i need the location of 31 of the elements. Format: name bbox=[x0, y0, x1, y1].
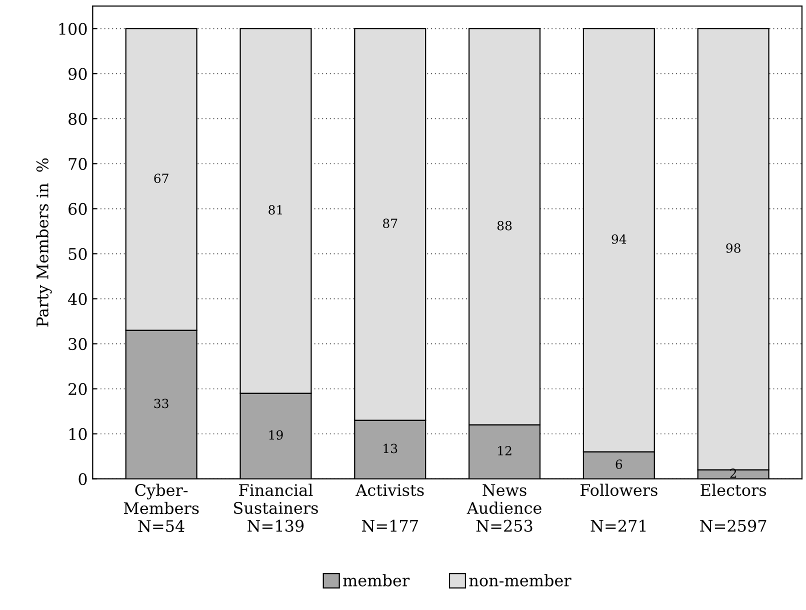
category-label: Followers N=271 bbox=[580, 484, 658, 532]
data-label: 33 bbox=[154, 398, 168, 408]
data-label: 12 bbox=[498, 446, 512, 456]
data-label: 19 bbox=[269, 430, 283, 440]
y-tick-label: 90 bbox=[68, 68, 87, 80]
y-tick-label: 0 bbox=[78, 473, 87, 486]
y-tick-label: 80 bbox=[68, 112, 87, 125]
data-label: 98 bbox=[726, 243, 740, 253]
y-tick-label: 40 bbox=[68, 292, 87, 306]
x-tick-label: Financial Sustainers N=139 bbox=[234, 484, 318, 532]
category-label: Electors N=2597 bbox=[700, 484, 766, 532]
y-tick-label: 100 bbox=[59, 22, 87, 35]
y-tick-label: 70 bbox=[68, 158, 87, 170]
x-tick-label: News Audience N=253 bbox=[466, 484, 542, 532]
data-label: 81 bbox=[268, 205, 282, 215]
y-tick-label: 10 bbox=[69, 428, 87, 440]
legend-label: member bbox=[343, 574, 410, 586]
data-label: 94 bbox=[612, 234, 626, 244]
data-label: 87 bbox=[383, 218, 398, 228]
data-label: 6 bbox=[616, 460, 622, 469]
category-label: Activists N=177 bbox=[356, 484, 424, 532]
x-tick-label: Cyber- Members N=54 bbox=[124, 484, 199, 532]
y-axis-title: Party Members in % bbox=[36, 158, 52, 327]
data-label: 88 bbox=[497, 220, 512, 230]
y-tick-label: 30 bbox=[68, 338, 87, 350]
y-tick-label: 50 bbox=[68, 248, 87, 260]
data-label: 67 bbox=[154, 174, 168, 184]
data-label: 13 bbox=[384, 444, 398, 454]
y-tick-label: 60 bbox=[68, 202, 87, 215]
y-tick-label: 20 bbox=[68, 383, 87, 396]
legend-label: non-member bbox=[469, 574, 572, 586]
